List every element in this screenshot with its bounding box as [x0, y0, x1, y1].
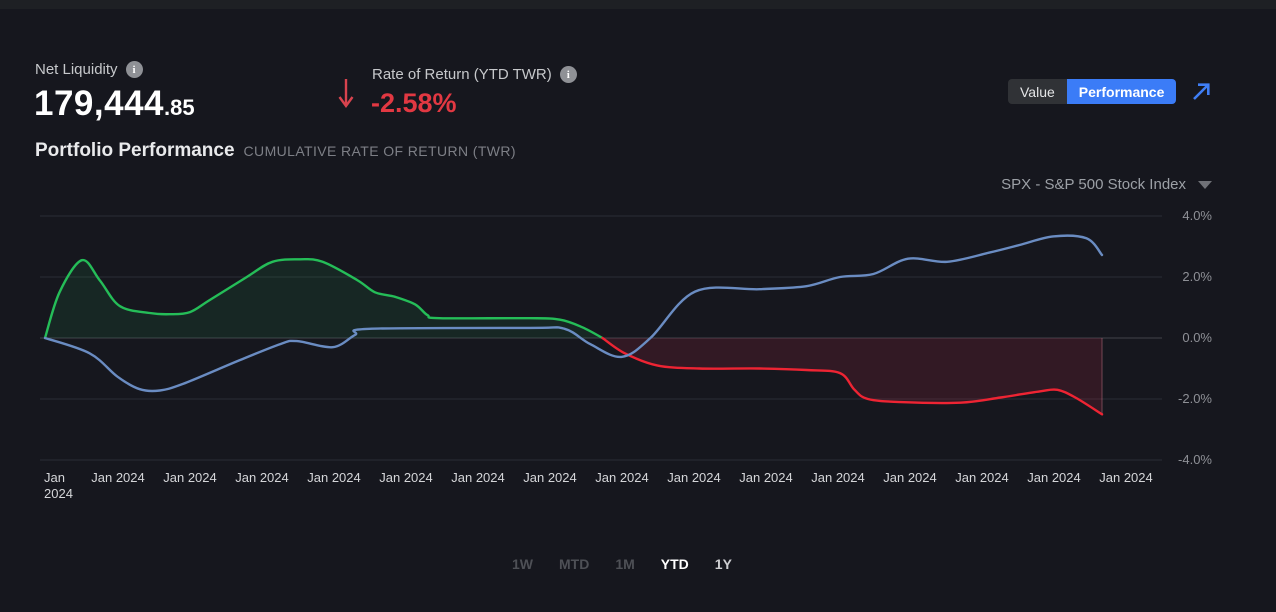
y-axis-tick-label: 4.0%	[1182, 208, 1212, 223]
x-axis-tick-label: Jan 2024	[883, 470, 937, 485]
caret-down-icon	[1198, 180, 1212, 189]
x-axis-tick-label: Jan 2024	[1027, 470, 1081, 485]
x-axis-tick-label: Jan 2024	[739, 470, 793, 485]
rate-of-return-header: Rate of Return (YTD TWR) i	[372, 66, 577, 83]
x-axis-tick-label: Jan 2024	[523, 470, 577, 485]
x-axis-tick-label: Jan 2024	[667, 470, 721, 485]
x-axis-tick-label: Jan 2024	[307, 470, 361, 485]
view-mode-toggle: Value Performance	[1008, 79, 1177, 104]
x-axis-tick-label: Jan 2024	[451, 470, 505, 485]
rate-of-return-value: -2.58%	[371, 88, 457, 118]
benchmark-selector-label: SPX - S&P 500 Stock Index	[1001, 176, 1186, 193]
range-button-1m[interactable]: 1M	[615, 556, 635, 572]
rate-of-return-label: Rate of Return (YTD TWR)	[372, 66, 552, 83]
info-icon[interactable]: i	[559, 66, 577, 83]
y-axis-tick-label: -2.0%	[1178, 391, 1212, 406]
top-window-strip	[0, 0, 1276, 9]
range-button-ytd[interactable]: YTD	[660, 556, 689, 572]
expand-arrow-icon[interactable]	[1189, 79, 1214, 104]
y-axis-tick-label: 2.0%	[1182, 269, 1212, 284]
x-axis-tick-label: Jan 2024	[91, 470, 145, 485]
x-axis-tick-label: Jan 2024	[379, 470, 433, 485]
info-icon[interactable]: i	[125, 61, 143, 78]
y-axis-tick-label: 0.0%	[1182, 330, 1212, 345]
net-liquidity-value-decimal: .85	[164, 95, 195, 120]
range-button-1y[interactable]: 1Y	[714, 556, 732, 572]
performance-line-chart[interactable]	[0, 200, 1276, 500]
x-axis-tick-label: Jan 2024	[44, 470, 73, 501]
x-axis-tick-label: Jan 2024	[235, 470, 289, 485]
value-tab[interactable]: Value	[1008, 79, 1067, 104]
page-title: Portfolio Performance	[35, 140, 235, 161]
y-axis-tick-label: -4.0%	[1178, 452, 1212, 467]
net-liquidity-label: Net Liquidity	[35, 61, 118, 78]
net-liquidity-value-main: 179,444	[34, 84, 165, 123]
x-axis-tick-label: Jan 2024	[1099, 470, 1153, 485]
x-axis-tick-label: Jan 2024	[955, 470, 1009, 485]
net-liquidity-header: Net Liquidity i	[35, 61, 143, 78]
range-button-mtd[interactable]: MTD	[559, 556, 590, 572]
arrow-down-icon	[338, 79, 354, 109]
benchmark-selector[interactable]: SPX - S&P 500 Stock Index	[1001, 176, 1212, 193]
net-liquidity-value: 179,444.85	[34, 84, 195, 124]
x-axis-tick-label: Jan 2024	[811, 470, 865, 485]
x-axis-tick-label: Jan 2024	[595, 470, 649, 485]
range-button-row: 1W MTD 1M YTD 1Y	[512, 556, 732, 572]
performance-tab[interactable]: Performance	[1066, 79, 1177, 104]
section-heading: Portfolio Performance CUMULATIVE RATE OF…	[35, 140, 516, 162]
x-axis-tick-label: Jan 2024	[163, 470, 217, 485]
range-button-1w[interactable]: 1W	[512, 556, 533, 572]
page-subtitle: CUMULATIVE RATE OF RETURN (TWR)	[243, 143, 516, 159]
